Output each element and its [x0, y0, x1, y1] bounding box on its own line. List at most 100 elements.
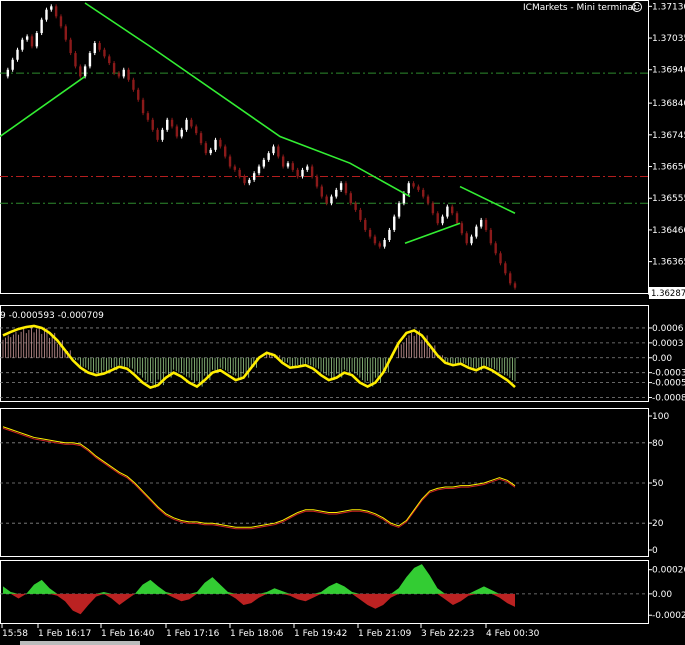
stoch-tick-label: 50 [652, 479, 664, 489]
candle-body [117, 73, 121, 77]
candle-body [277, 146, 280, 157]
candle-body [494, 243, 497, 254]
macd-tick-label: 0.0003 [652, 339, 684, 349]
osc-panel-frame [0, 560, 649, 624]
candle-body [64, 26, 67, 40]
candle-body [233, 166, 237, 170]
candle-body [83, 66, 87, 77]
candle-body [470, 236, 473, 244]
stoch-tick-label: 0 [652, 546, 658, 556]
candle-body [21, 39, 24, 50]
candle-body [475, 226, 478, 237]
candle-body [460, 223, 464, 234]
trend-line-trend_upper [84, 2, 411, 198]
candle-body [190, 119, 193, 127]
candle-body [484, 219, 488, 230]
candle-body [54, 6, 58, 17]
candle-body [127, 69, 130, 80]
candle-body [209, 149, 212, 154]
candle-body [465, 233, 468, 244]
stoch-main-line [2, 426, 516, 528]
candle-body [161, 129, 164, 140]
candle-body [296, 169, 299, 177]
macd-panel-frame [0, 305, 649, 402]
current-price-tag: 1.36287 [649, 287, 685, 299]
time-tick-label: 1 Feb 18:06 [230, 629, 284, 639]
candle-body [223, 146, 227, 157]
candle-body [451, 206, 454, 214]
price-tick-label: 1.36460 [652, 226, 685, 236]
current-price-label: 1.36287 [651, 289, 685, 299]
candle-body [204, 143, 208, 154]
time-tick-label: 1 Feb 21:09 [358, 629, 412, 639]
time-tick-label: 3 Feb 22:23 [421, 629, 474, 639]
candle-body [446, 206, 449, 217]
candle-body [513, 283, 517, 288]
macd-tick-label: 0.0006 [652, 324, 684, 334]
candle-body [88, 53, 92, 67]
candle-body [301, 169, 304, 177]
price-tick-label: 1.37130 [652, 2, 685, 12]
candle-body [281, 156, 285, 167]
osc-tick-label: 0.00 [652, 590, 672, 600]
candle-body [306, 166, 309, 170]
candle-body [69, 39, 72, 54]
candle-body [262, 159, 266, 167]
price-grid [0, 72, 648, 204]
candle-body [175, 126, 179, 137]
window-title: ICMarkets - Mini terminal [523, 3, 635, 13]
macd-signal-line [2, 324, 516, 390]
candle-body [98, 43, 101, 50]
candle-body [455, 213, 459, 224]
candle-body [422, 189, 425, 197]
osc-positive-area [3, 564, 515, 594]
price-tick-label: 1.36940 [652, 66, 685, 76]
price-panel-frame [0, 0, 649, 294]
candle-body [489, 229, 493, 244]
macd-tick-label: -0.0008 [652, 394, 685, 404]
macd-tick-label: 0.00 [652, 354, 672, 364]
candle-body [272, 146, 275, 154]
stoch-panel-frame [0, 408, 649, 557]
candle-body [320, 186, 323, 197]
price-tick-label: 1.36745 [652, 131, 685, 141]
candle-body [25, 36, 29, 40]
candle-body [30, 36, 34, 47]
candle-body [397, 203, 401, 217]
candle-body [45, 9, 48, 20]
candle-body [252, 173, 256, 180]
candle-body [499, 253, 502, 264]
candle-body [11, 59, 14, 70]
candle-body [122, 69, 125, 77]
price-tick-label: 1.36365 [652, 258, 685, 268]
candle-body [170, 119, 174, 127]
stoch-signal-line [2, 427, 516, 530]
candle-body [291, 163, 295, 170]
candle-body [199, 133, 203, 144]
trend-lines [0, 2, 516, 245]
price-tick-label: 1.36650 [652, 163, 685, 173]
candle-body [248, 179, 251, 184]
candle-body [315, 176, 319, 187]
candle-body [344, 183, 348, 194]
candle-body [195, 126, 198, 134]
candle-body [214, 139, 217, 150]
price-tick-label: 1.36555 [652, 194, 685, 204]
time-tick-label: 1 Feb 19:42 [294, 629, 347, 639]
time-tick-label: 1 Feb 16:40 [101, 629, 155, 639]
candle-body [141, 99, 145, 114]
candle-body [426, 196, 430, 204]
candle-body [35, 33, 39, 47]
candle-body [6, 69, 10, 77]
candle-body [383, 239, 386, 247]
candle-body [431, 203, 435, 214]
smiley-icon[interactable] [632, 2, 642, 12]
candle-body [335, 189, 338, 197]
candle-body [441, 216, 444, 224]
macd-tick-label: -0.0005 [652, 379, 685, 389]
candle-body [228, 156, 232, 167]
macd-layer: 0.001280.00060.00030.00-0.0003-0.0005-0.… [0, 290, 685, 404]
stoch-tick-label: 80 [652, 439, 664, 449]
